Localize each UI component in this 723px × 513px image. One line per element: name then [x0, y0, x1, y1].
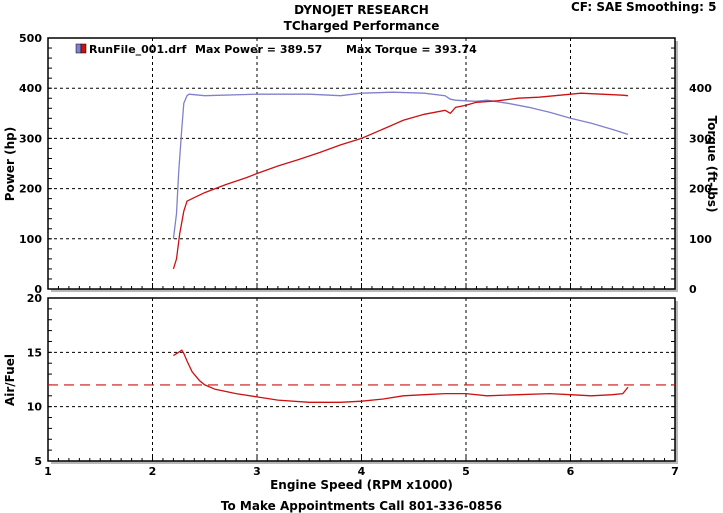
power-axis-label: Power (hp) [3, 127, 17, 201]
chart-subtitle: TCharged Performance [283, 19, 440, 33]
power-tick-label: 200 [19, 183, 42, 196]
x-tick-label: 4 [358, 465, 366, 478]
air-fuel-tick-label: 10 [27, 401, 43, 414]
legend-max-torque: Max Torque = 393.74 [346, 43, 477, 56]
power-tick-label: 100 [19, 233, 42, 246]
x-tick-label: 6 [567, 465, 575, 478]
legend-file-name: RunFile_001.drf [89, 43, 187, 56]
legend-swatch-power [80, 43, 87, 54]
power-line [172, 92, 629, 270]
x-tick-label: 5 [462, 465, 470, 478]
torque-line [172, 91, 629, 239]
power-tick-label: 400 [19, 82, 42, 95]
footer-text: To Make Appointments Call 801-336-0856 [220, 499, 503, 513]
x-tick-label: 7 [671, 465, 679, 478]
air-fuel-axis-label: Air/Fuel [3, 354, 17, 406]
air-fuel-tick-label: 15 [27, 346, 42, 359]
air-fuel-tick-label: 20 [27, 292, 43, 305]
x-axis-label: Engine Speed (RPM x1000) [270, 478, 453, 492]
x-tick-label: 1 [44, 465, 52, 478]
torque-tick-label: 100 [689, 233, 712, 246]
x-tick-label: 2 [149, 465, 157, 478]
x-tick-label: 3 [253, 465, 261, 478]
air-fuel-line [173, 349, 629, 403]
power-tick-label: 300 [19, 132, 42, 145]
chart-title: DYNOJET RESEARCH [294, 3, 429, 17]
torque-tick-label: 300 [689, 132, 712, 145]
torque-axis-label: Torque (ft-lbs) [705, 116, 719, 213]
power-torque-panel [47, 37, 676, 290]
torque-tick-label: 400 [689, 82, 712, 95]
torque-tick-label: 200 [689, 183, 712, 196]
legend-max-power: Max Power = 389.57 [195, 43, 322, 56]
torque-tick-label: 0 [689, 283, 697, 296]
correction-factor-label: CF: SAE [571, 0, 623, 14]
power-tick-label: 0 [34, 283, 42, 296]
smoothing-label: Smoothing: 5 [626, 0, 717, 14]
power-tick-label: 500 [19, 32, 42, 45]
air-fuel-tick-label: 5 [34, 455, 42, 468]
legend-swatch-torque [75, 43, 82, 54]
